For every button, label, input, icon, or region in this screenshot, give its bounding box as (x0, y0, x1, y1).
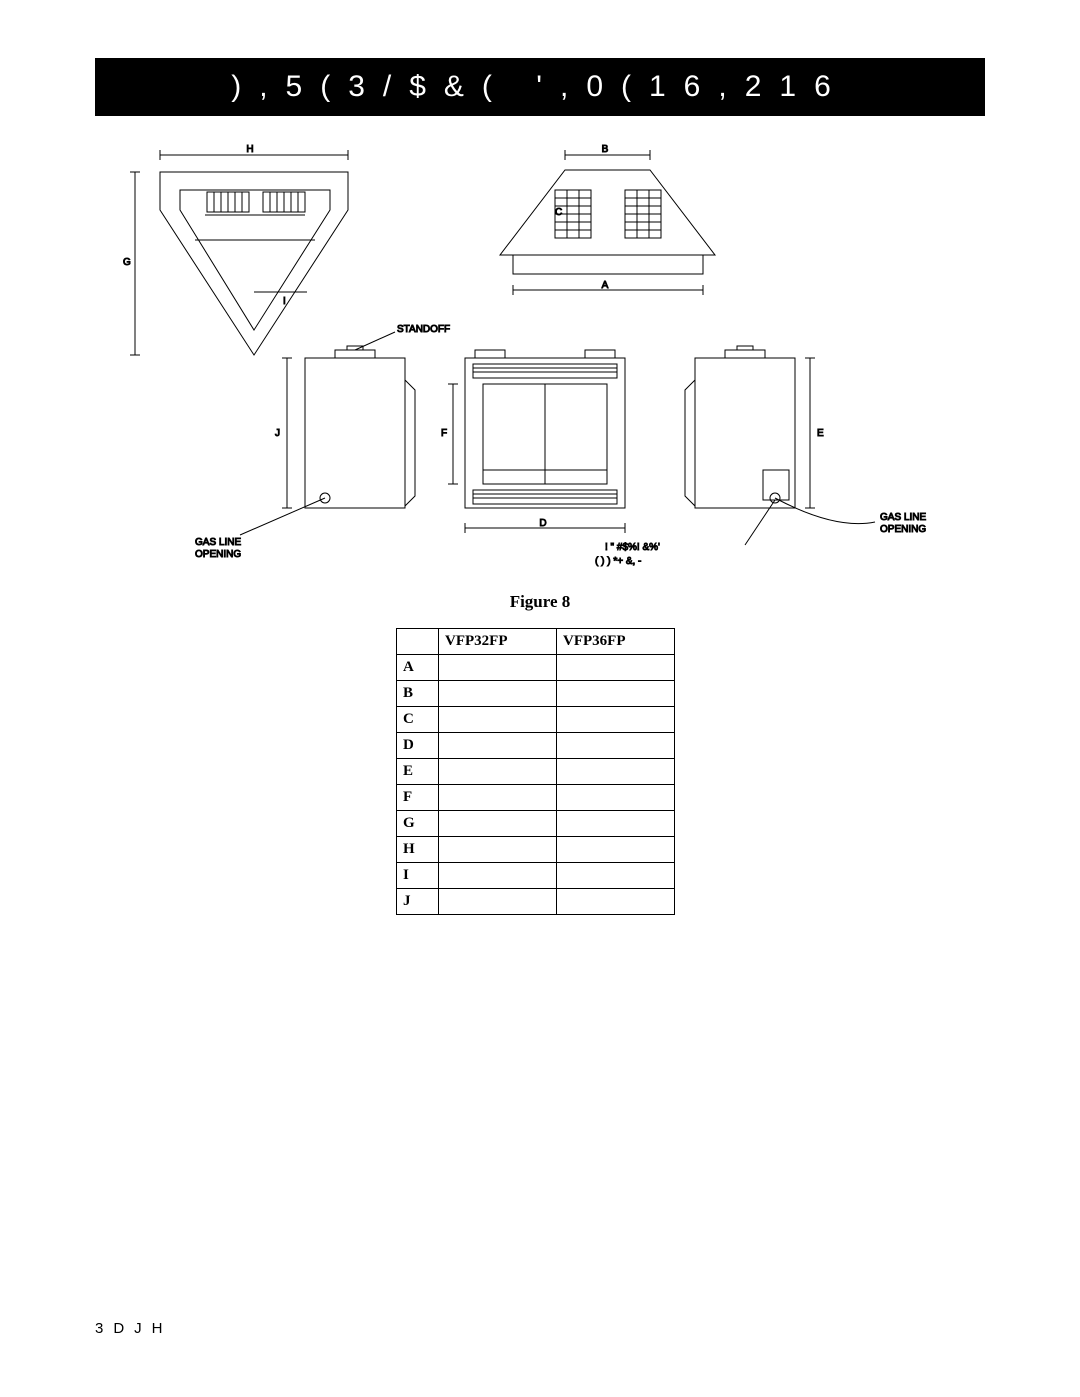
row-label: H (397, 837, 439, 863)
table-row: B (397, 681, 675, 707)
svg-text:D: D (539, 518, 546, 529)
svg-text:STANDOFF: STANDOFF (397, 324, 450, 335)
svg-text:OPENING: OPENING (195, 549, 241, 560)
row-val2 (557, 733, 675, 759)
svg-text:F: F (441, 428, 447, 439)
row-val2 (557, 655, 675, 681)
svg-text:E: E (817, 428, 824, 439)
row-label: J (397, 889, 439, 915)
table-header-model1: VFP32FP (439, 629, 557, 655)
row-val2 (557, 759, 675, 785)
diagram-side-left: STANDOFF J GAS LINE OPENING (195, 324, 450, 560)
table-row: H (397, 837, 675, 863)
svg-text:( ) ) *+ &, -: ( ) ) *+ &, - (595, 556, 641, 567)
table-header-model2: VFP36FP (557, 629, 675, 655)
figure-caption: Figure 8 (0, 592, 1080, 612)
row-val2 (557, 707, 675, 733)
svg-text:GAS LINE: GAS LINE (195, 537, 241, 548)
diagram-trapezoid-topview: B C A (500, 144, 715, 295)
table-row: C (397, 707, 675, 733)
svg-text:I: I (283, 296, 286, 307)
row-val1 (439, 655, 557, 681)
row-val2 (557, 785, 675, 811)
diagram-front: F D ! " #$%! &%' ( ) ) *+ &, - (441, 350, 660, 567)
row-label: I (397, 863, 439, 889)
row-label: D (397, 733, 439, 759)
table-row: D (397, 733, 675, 759)
table-row: F (397, 785, 675, 811)
svg-text:B: B (602, 144, 609, 155)
row-val1 (439, 707, 557, 733)
row-val1 (439, 759, 557, 785)
row-val2 (557, 837, 675, 863)
table-header-blank (397, 629, 439, 655)
diagram-side-right: E GAS LINE OPENING (685, 346, 926, 545)
row-val2 (557, 811, 675, 837)
row-val1 (439, 811, 557, 837)
row-label: C (397, 707, 439, 733)
row-val1 (439, 863, 557, 889)
row-val1 (439, 733, 557, 759)
row-val2 (557, 863, 675, 889)
table-row: J (397, 889, 675, 915)
row-label: F (397, 785, 439, 811)
svg-text:G: G (123, 257, 131, 268)
row-val1 (439, 681, 557, 707)
svg-text:J: J (275, 428, 280, 439)
diagram-corner-topview: H G (123, 144, 348, 355)
svg-text:OPENING: OPENING (880, 524, 926, 535)
row-val2 (557, 681, 675, 707)
table-row: G (397, 811, 675, 837)
row-val2 (557, 889, 675, 915)
table-row: A (397, 655, 675, 681)
table-row: I (397, 863, 675, 889)
row-label: E (397, 759, 439, 785)
page-title: ),5(3/$&( ',0(16,216 (95, 58, 985, 116)
diagram-figure: H G (95, 140, 985, 580)
row-label: A (397, 655, 439, 681)
table-header-row: VFP32FP VFP36FP (397, 629, 675, 655)
row-val1 (439, 889, 557, 915)
svg-text:A: A (602, 280, 609, 291)
row-label: B (397, 681, 439, 707)
svg-text:GAS LINE: GAS LINE (880, 512, 926, 523)
table-row: E (397, 759, 675, 785)
page-footer: 3DJH (95, 1320, 173, 1337)
dimensions-table: VFP32FP VFP36FP ABCDEFGHIJ (396, 628, 675, 915)
row-val1 (439, 785, 557, 811)
svg-text:C: C (555, 207, 562, 218)
svg-text:H: H (246, 144, 253, 155)
row-val1 (439, 837, 557, 863)
row-label: G (397, 811, 439, 837)
svg-text:! " #$%! &%': ! " #$%! &%' (605, 542, 660, 553)
